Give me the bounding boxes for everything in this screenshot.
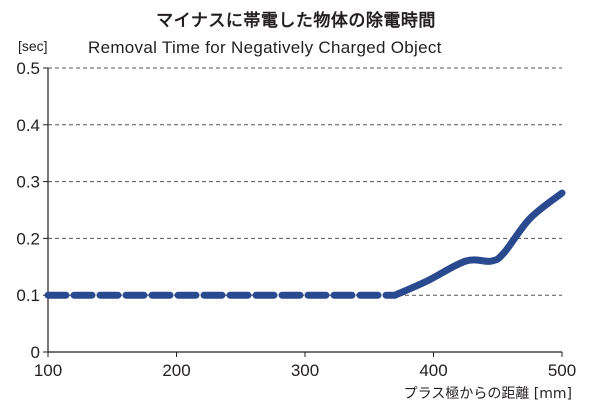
y-tick-label-0.3: 0.3 (16, 173, 40, 192)
chart-subtitle: Removal Time for Negatively Charged Obje… (88, 38, 442, 57)
chart-title: マイナスに帯電した物体の除電時間 (156, 11, 436, 31)
y-tick-label-0: 0 (31, 343, 40, 362)
x-tick-label-400: 400 (419, 361, 447, 380)
x-tick-label-500: 500 (548, 361, 576, 380)
series-group (44, 189, 566, 299)
x-tick-label-200: 200 (162, 361, 190, 380)
tick-labels: 0 0.1 0.2 0.3 0.4 0.5 100 200 300 400 500 (16, 59, 576, 380)
y-tick-label-0.2: 0.2 (16, 229, 40, 248)
x-tick-label-300: 300 (291, 361, 319, 380)
y-tick-label-0.4: 0.4 (16, 116, 40, 135)
y-tick-label-0.1: 0.1 (16, 286, 40, 305)
x-tick-label-100: 100 (34, 361, 62, 380)
y-axis-label: [sec] (18, 38, 48, 54)
axes (43, 67, 563, 357)
x-axis-label: プラス極からの距離 [mm] (403, 386, 572, 402)
series-solid-segment (391, 189, 566, 299)
y-tick-label-0.5: 0.5 (16, 59, 40, 78)
